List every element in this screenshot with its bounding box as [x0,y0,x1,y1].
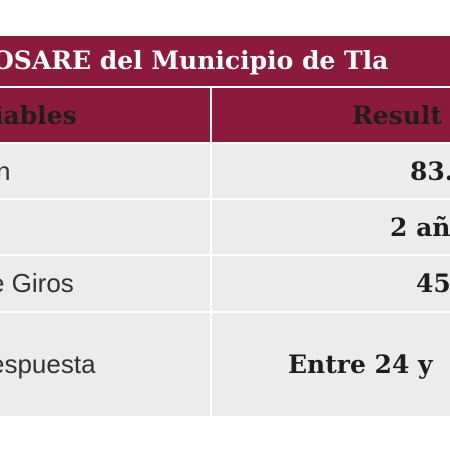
result-cell: 2 añ [214,200,450,254]
result-cell: 83. [214,144,450,198]
variable-label: e Giros [0,268,74,298]
table-title-bar: OSARE del Municipio de Tla [0,36,450,86]
header-cell-variables: iables [0,88,212,142]
result-value: 83. [410,156,450,186]
result-value: 2 añ [390,212,450,242]
variable-cell [0,200,212,254]
table-row: n 83. [0,144,450,200]
variable-cell: espuesta [0,313,212,416]
result-cell: Entre 24 y [214,313,450,416]
header-label-results: Result [352,100,442,130]
header-cell-results: Result [214,88,450,142]
variable-label: espuesta [0,349,96,379]
variable-label: n [0,156,10,187]
table-row: espuesta Entre 24 y [0,313,450,418]
result-cell: 45 [214,256,450,311]
result-value: 45 [416,269,450,298]
table-row: 2 añ [0,200,450,256]
results-table: iables Result n 83. 2 añ e Giros [0,88,450,418]
header-label-variables: iables [0,100,77,130]
result-value: Entre 24 y [288,350,433,379]
table-header-row: iables Result [0,88,450,144]
table-title: OSARE del Municipio de Tla [0,46,389,75]
table-row: e Giros 45 [0,256,450,313]
variable-cell: n [0,144,212,198]
variable-cell: e Giros [0,256,212,311]
